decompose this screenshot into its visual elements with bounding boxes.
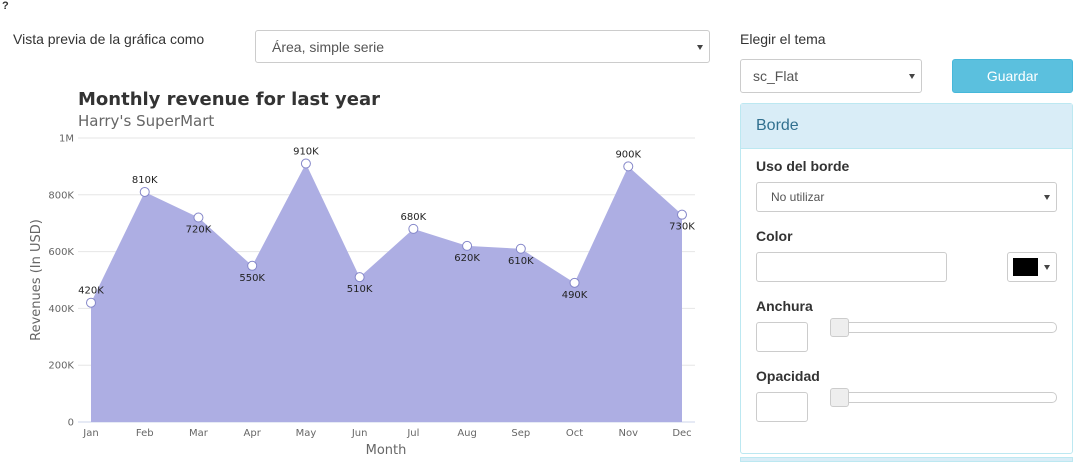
theme-label: Elegir el tema bbox=[740, 31, 826, 47]
x-tick-label: Jul bbox=[406, 428, 419, 439]
data-point bbox=[462, 240, 473, 251]
x-tick-label: Sep bbox=[511, 428, 530, 439]
data-point bbox=[569, 277, 580, 288]
width-input[interactable] bbox=[756, 322, 808, 352]
data-point bbox=[139, 186, 150, 197]
border-usage-select[interactable]: No utilizar bbox=[756, 182, 1057, 212]
x-tick-label: Oct bbox=[566, 428, 583, 439]
save-button[interactable]: Guardar bbox=[952, 59, 1073, 93]
color-label: Color bbox=[756, 228, 793, 244]
y-tick-label: 0 bbox=[68, 418, 74, 429]
x-tick-label: Nov bbox=[619, 428, 639, 439]
value-label: 900K bbox=[615, 149, 641, 160]
data-point bbox=[354, 272, 365, 283]
x-tick-label: Feb bbox=[136, 428, 154, 439]
preview-select[interactable]: Área, simple serie bbox=[255, 30, 710, 63]
value-label: 720K bbox=[186, 225, 212, 236]
opacity-slider[interactable] bbox=[830, 392, 1057, 403]
width-slider[interactable] bbox=[830, 322, 1057, 333]
data-point bbox=[623, 161, 634, 172]
y-tick-label: 1M bbox=[59, 134, 74, 145]
y-tick-label: 600K bbox=[48, 247, 74, 258]
x-tick-label: May bbox=[296, 428, 317, 439]
data-point bbox=[247, 260, 258, 271]
value-label: 620K bbox=[454, 253, 480, 264]
width-label: Anchura bbox=[756, 298, 813, 314]
color-swatch bbox=[1013, 258, 1038, 276]
value-label: 510K bbox=[347, 284, 373, 295]
data-point bbox=[193, 212, 204, 223]
data-point bbox=[408, 223, 419, 234]
value-label: 420K bbox=[78, 286, 104, 297]
width-handle[interactable] bbox=[830, 318, 849, 337]
x-tick-label: Mar bbox=[189, 428, 209, 439]
value-label: 730K bbox=[669, 222, 695, 233]
border-panel: Borde bbox=[740, 103, 1073, 454]
y-axis-title: Revenues (In USD) bbox=[29, 219, 44, 341]
preview-value: Área, simple serie bbox=[272, 38, 385, 55]
border-usage-value: No utilizar bbox=[771, 190, 825, 204]
data-point bbox=[86, 297, 96, 308]
x-tick-label: Aug bbox=[457, 428, 477, 439]
next-panel bbox=[740, 457, 1073, 462]
value-label: 550K bbox=[239, 273, 265, 284]
opacity-handle[interactable] bbox=[830, 388, 849, 407]
value-label: 910K bbox=[293, 147, 319, 158]
theme-select[interactable]: sc_Flat bbox=[740, 59, 922, 93]
color-input[interactable] bbox=[756, 252, 947, 282]
value-label: 810K bbox=[132, 175, 158, 186]
value-label: 610K bbox=[508, 256, 534, 267]
x-tick-label: Jun bbox=[351, 428, 368, 439]
theme-value: sc_Flat bbox=[753, 68, 799, 84]
data-point bbox=[300, 158, 311, 169]
panel-title: Borde bbox=[741, 104, 1072, 149]
data-point bbox=[515, 243, 526, 254]
data-point bbox=[677, 209, 687, 220]
chart: Monthly revenue for last year Harry's Sup… bbox=[29, 89, 695, 458]
y-tick-label: 200K bbox=[48, 361, 74, 372]
area bbox=[91, 163, 682, 422]
x-tick-label: Jan bbox=[82, 428, 98, 439]
preview-label: Vista previa de la gráfica como bbox=[13, 31, 205, 47]
chart-title: Monthly revenue for last year bbox=[78, 89, 380, 110]
opacity-input[interactable] bbox=[756, 392, 808, 422]
x-axis-title: Month bbox=[366, 443, 407, 458]
x-tick-label: Apr bbox=[244, 428, 262, 439]
color-picker[interactable] bbox=[1007, 252, 1057, 282]
y-tick-label: 800K bbox=[48, 190, 74, 201]
x-tick-label: Dec bbox=[672, 428, 691, 439]
help[interactable]: ? bbox=[2, 0, 9, 12]
border-usage-label: Uso del borde bbox=[756, 158, 850, 174]
opacity-label: Opacidad bbox=[756, 368, 820, 384]
value-label: 680K bbox=[401, 212, 427, 223]
y-tick-label: 400K bbox=[48, 304, 74, 315]
value-label: 490K bbox=[562, 290, 588, 301]
chart-subtitle: Harry's SuperMart bbox=[78, 112, 214, 130]
